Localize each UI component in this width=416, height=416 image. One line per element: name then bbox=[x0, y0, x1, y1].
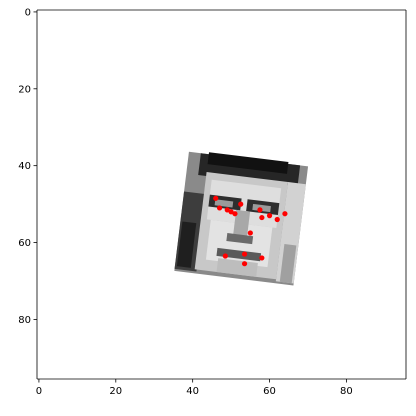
x-tick-label: 40 bbox=[186, 386, 199, 397]
y-tick-label: 60 bbox=[18, 238, 31, 249]
landmark-point bbox=[216, 205, 223, 211]
landmark-point bbox=[241, 261, 248, 267]
landmark-point bbox=[282, 211, 288, 217]
y-tick-label: 40 bbox=[18, 161, 31, 172]
landmark-point bbox=[222, 253, 228, 259]
y-tick-label: 20 bbox=[18, 84, 31, 95]
x-tick-label: 80 bbox=[340, 386, 353, 397]
landmark-point bbox=[228, 209, 234, 215]
landmark-point bbox=[266, 213, 273, 219]
landmark-point bbox=[259, 255, 265, 261]
axes-spines bbox=[36, 9, 407, 380]
landmark-point bbox=[241, 251, 248, 257]
landmark-points bbox=[213, 195, 288, 267]
landmark-point bbox=[232, 211, 238, 217]
landmark-point bbox=[224, 207, 230, 213]
y-axis-ticks: 0 20 40 60 80 bbox=[18, 7, 37, 326]
face-image bbox=[174, 151, 309, 286]
landmark-point bbox=[213, 195, 219, 201]
y-tick-label: 80 bbox=[18, 315, 31, 326]
landmark-point bbox=[274, 216, 280, 223]
x-tick-label: 60 bbox=[263, 386, 276, 397]
landmark-point bbox=[247, 230, 253, 236]
landmark-point bbox=[257, 207, 263, 213]
x-tick-label: 20 bbox=[109, 386, 122, 397]
landmark-point bbox=[259, 214, 265, 221]
x-tick-label: 0 bbox=[36, 386, 42, 397]
y-tick-label: 0 bbox=[25, 7, 31, 18]
landmark-point bbox=[238, 201, 244, 207]
x-axis-ticks: 0 20 40 60 80 bbox=[36, 379, 353, 397]
